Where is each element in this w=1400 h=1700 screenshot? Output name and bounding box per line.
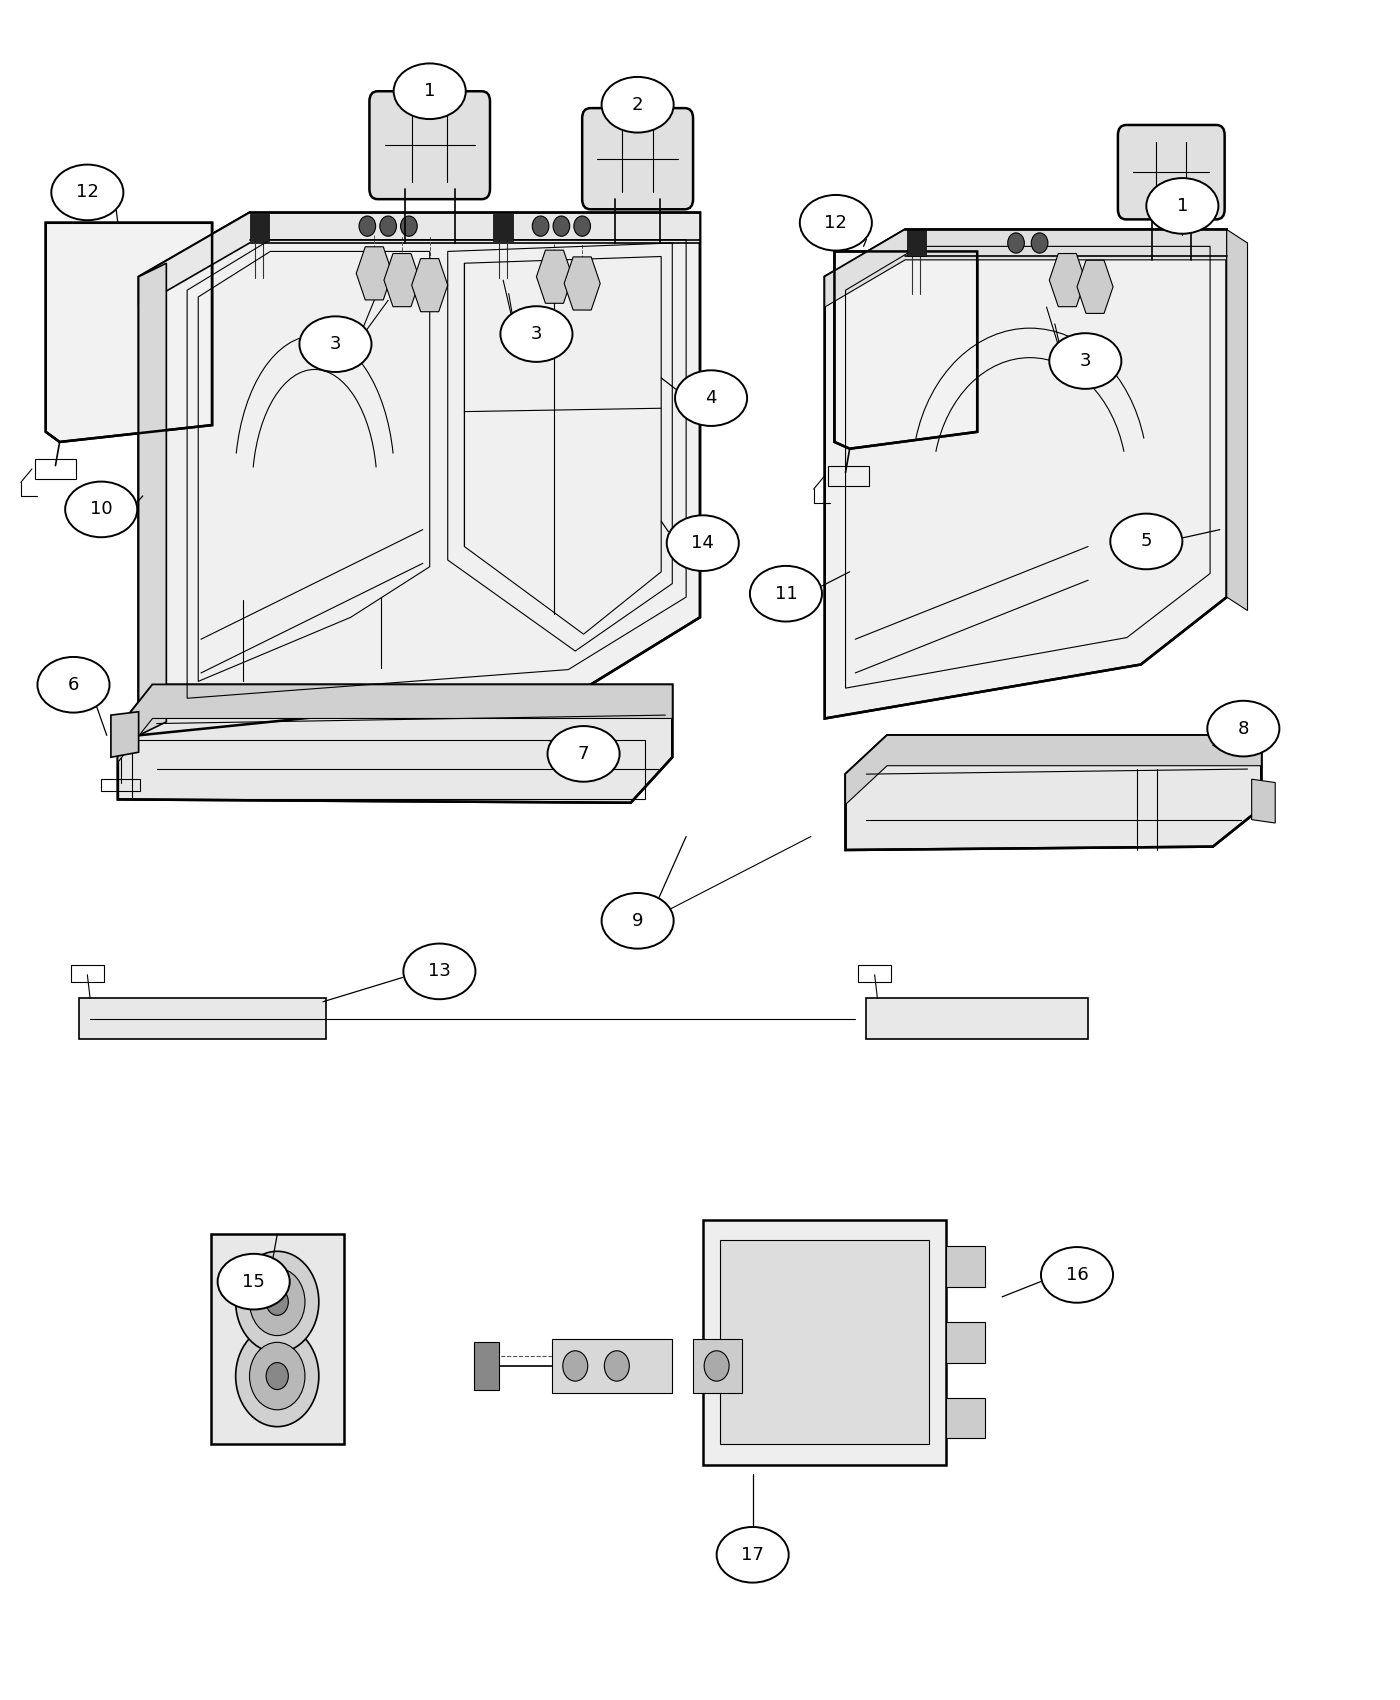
Circle shape (249, 1268, 305, 1336)
Circle shape (553, 216, 570, 236)
Circle shape (574, 216, 591, 236)
Ellipse shape (675, 371, 748, 427)
Ellipse shape (602, 76, 673, 133)
Circle shape (1008, 233, 1025, 253)
Polygon shape (693, 1340, 742, 1392)
Text: 12: 12 (76, 184, 99, 201)
Circle shape (249, 1343, 305, 1409)
FancyBboxPatch shape (1119, 126, 1225, 219)
Ellipse shape (52, 165, 123, 221)
Text: 9: 9 (631, 911, 644, 930)
Circle shape (235, 1326, 319, 1426)
Circle shape (704, 1352, 729, 1380)
Polygon shape (1077, 260, 1113, 313)
Text: 1: 1 (1176, 197, 1189, 214)
Polygon shape (384, 253, 420, 306)
Text: 14: 14 (692, 534, 714, 552)
Text: 16: 16 (1065, 1266, 1088, 1284)
Circle shape (235, 1251, 319, 1353)
Polygon shape (211, 1234, 344, 1443)
Ellipse shape (717, 1527, 788, 1583)
Polygon shape (720, 1241, 930, 1445)
Circle shape (532, 216, 549, 236)
Polygon shape (867, 998, 1088, 1039)
Polygon shape (946, 1246, 984, 1287)
Polygon shape (946, 1323, 984, 1363)
Circle shape (266, 1289, 288, 1316)
Polygon shape (475, 1343, 498, 1389)
Polygon shape (249, 214, 269, 241)
Circle shape (266, 1363, 288, 1389)
Circle shape (563, 1352, 588, 1380)
Ellipse shape (799, 196, 872, 250)
Circle shape (605, 1352, 630, 1380)
Polygon shape (1226, 230, 1247, 610)
Ellipse shape (750, 566, 822, 622)
Ellipse shape (300, 316, 371, 372)
Polygon shape (825, 230, 1226, 719)
Text: 3: 3 (330, 335, 342, 354)
Polygon shape (493, 214, 512, 241)
Text: 4: 4 (706, 389, 717, 406)
Polygon shape (139, 264, 167, 736)
Circle shape (400, 216, 417, 236)
Polygon shape (564, 257, 601, 309)
Polygon shape (118, 685, 672, 802)
Polygon shape (536, 250, 573, 303)
Ellipse shape (1207, 700, 1280, 756)
Text: 13: 13 (428, 962, 451, 981)
Text: 11: 11 (774, 585, 798, 604)
Polygon shape (846, 736, 1261, 850)
Polygon shape (907, 230, 925, 257)
Polygon shape (118, 685, 672, 762)
Text: 12: 12 (825, 214, 847, 231)
Text: 10: 10 (90, 500, 112, 518)
Text: 3: 3 (1079, 352, 1091, 371)
Text: 8: 8 (1238, 719, 1249, 738)
FancyBboxPatch shape (370, 92, 490, 199)
Polygon shape (356, 246, 392, 299)
Text: 1: 1 (424, 82, 435, 100)
Polygon shape (1252, 779, 1275, 823)
Text: 3: 3 (531, 325, 542, 343)
Polygon shape (139, 212, 700, 308)
Polygon shape (846, 736, 1261, 804)
Polygon shape (825, 230, 1226, 308)
Circle shape (358, 216, 375, 236)
Polygon shape (46, 223, 211, 442)
Ellipse shape (602, 892, 673, 949)
Ellipse shape (1110, 513, 1183, 570)
Polygon shape (139, 212, 700, 736)
Ellipse shape (1050, 333, 1121, 389)
Ellipse shape (500, 306, 573, 362)
Circle shape (379, 216, 396, 236)
Polygon shape (412, 258, 448, 311)
Text: 5: 5 (1141, 532, 1152, 551)
FancyBboxPatch shape (582, 109, 693, 209)
Polygon shape (834, 252, 977, 449)
Polygon shape (111, 712, 139, 756)
Polygon shape (552, 1340, 672, 1392)
Ellipse shape (403, 944, 476, 1000)
Ellipse shape (217, 1255, 290, 1309)
Ellipse shape (393, 63, 466, 119)
Polygon shape (1050, 253, 1085, 306)
Ellipse shape (1042, 1248, 1113, 1302)
Polygon shape (78, 998, 326, 1039)
Text: 7: 7 (578, 745, 589, 763)
Ellipse shape (38, 656, 109, 712)
Text: 15: 15 (242, 1273, 265, 1290)
Text: 17: 17 (741, 1545, 764, 1564)
Ellipse shape (66, 481, 137, 537)
Ellipse shape (547, 726, 620, 782)
Polygon shape (703, 1221, 946, 1465)
Text: 6: 6 (67, 677, 80, 694)
Polygon shape (946, 1397, 984, 1438)
Ellipse shape (666, 515, 739, 571)
Text: 2: 2 (631, 95, 644, 114)
Circle shape (1032, 233, 1049, 253)
Ellipse shape (1147, 178, 1218, 233)
